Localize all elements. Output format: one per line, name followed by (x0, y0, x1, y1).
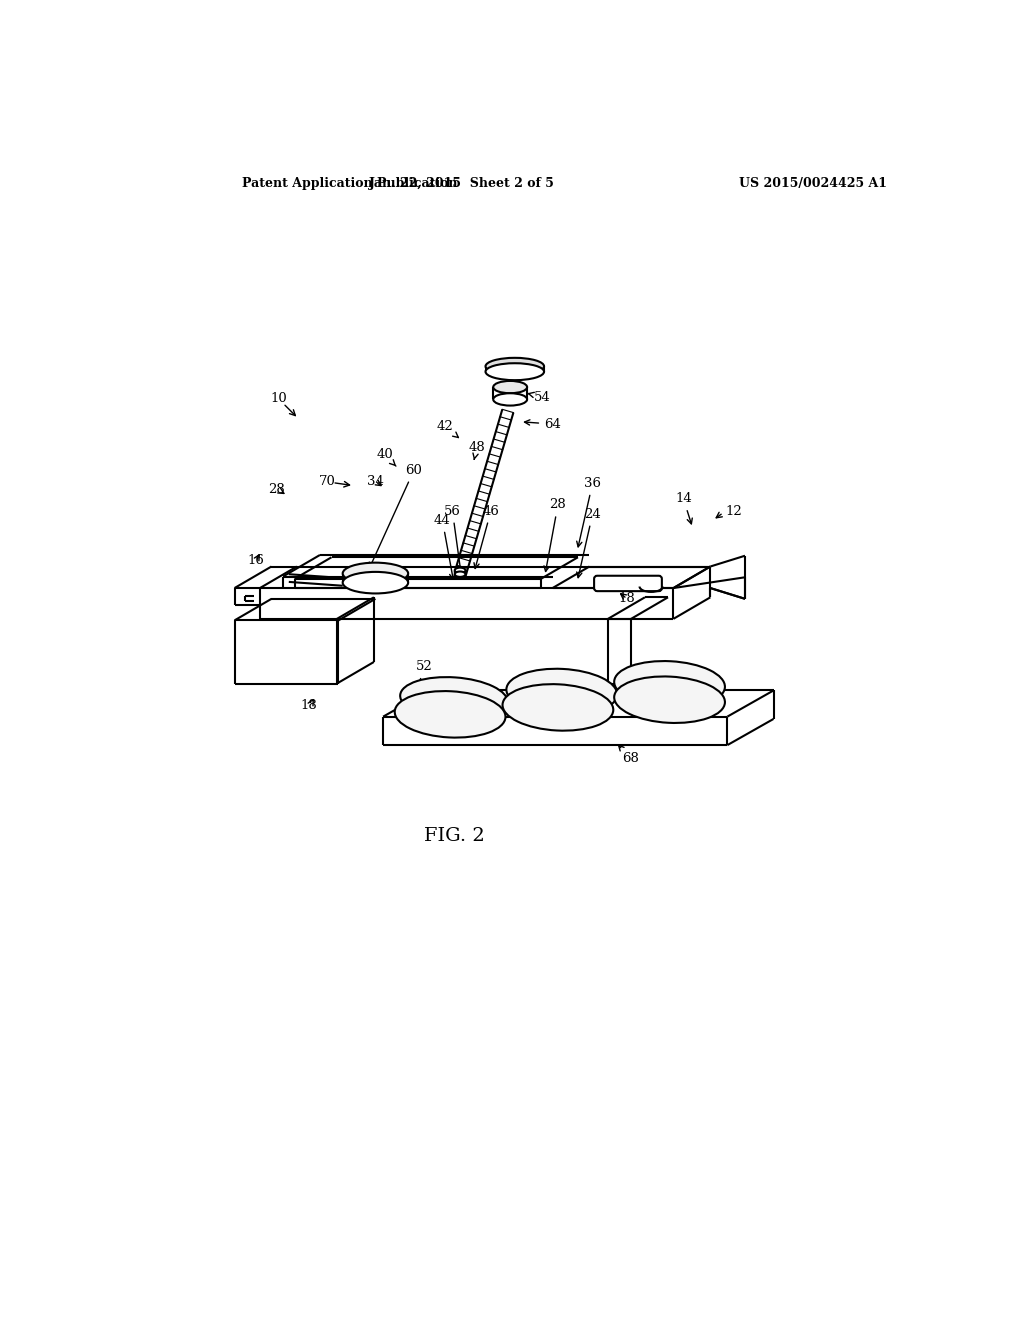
Ellipse shape (507, 669, 617, 715)
Text: 46: 46 (474, 504, 500, 569)
Text: 66: 66 (446, 693, 462, 705)
Text: 44: 44 (434, 513, 455, 579)
Text: 12: 12 (726, 504, 742, 517)
Text: 18: 18 (618, 593, 636, 606)
Text: 16: 16 (248, 554, 264, 566)
Ellipse shape (400, 677, 508, 721)
Ellipse shape (494, 381, 527, 393)
Ellipse shape (343, 562, 409, 585)
Text: FIG. 2: FIG. 2 (424, 828, 484, 845)
Ellipse shape (494, 393, 527, 405)
Text: 10: 10 (270, 392, 287, 405)
Text: 66: 66 (552, 702, 568, 715)
Ellipse shape (503, 684, 613, 731)
Ellipse shape (455, 572, 466, 577)
Text: US 2015/0024425 A1: US 2015/0024425 A1 (739, 177, 887, 190)
Text: 70: 70 (318, 475, 335, 488)
Text: 66: 66 (662, 694, 678, 708)
Text: 64: 64 (524, 417, 561, 430)
Text: 48: 48 (469, 441, 485, 459)
FancyBboxPatch shape (594, 576, 662, 591)
Ellipse shape (485, 363, 544, 380)
Text: 68: 68 (618, 746, 640, 766)
Text: 60: 60 (370, 463, 422, 568)
Text: 54: 54 (528, 391, 551, 404)
Text: 18: 18 (301, 698, 317, 711)
Text: 24: 24 (577, 508, 601, 578)
Text: Patent Application Publication: Patent Application Publication (243, 177, 458, 190)
Text: 66: 66 (442, 709, 458, 722)
Text: 28: 28 (268, 483, 286, 496)
Text: 34: 34 (367, 475, 384, 488)
Text: 62: 62 (512, 360, 531, 372)
Ellipse shape (455, 568, 466, 573)
Text: 66: 66 (554, 686, 569, 700)
Text: 52: 52 (416, 660, 433, 689)
Ellipse shape (614, 661, 725, 708)
Ellipse shape (614, 676, 725, 723)
Text: 56: 56 (444, 504, 463, 574)
Ellipse shape (485, 358, 544, 375)
Text: 28: 28 (544, 499, 566, 572)
Text: 36: 36 (577, 477, 601, 546)
Text: Jan. 22, 2015  Sheet 2 of 5: Jan. 22, 2015 Sheet 2 of 5 (369, 177, 555, 190)
Text: 42: 42 (436, 420, 459, 438)
Ellipse shape (343, 572, 409, 594)
Text: 14: 14 (675, 492, 692, 524)
Text: 40: 40 (376, 449, 396, 466)
Ellipse shape (394, 692, 506, 738)
